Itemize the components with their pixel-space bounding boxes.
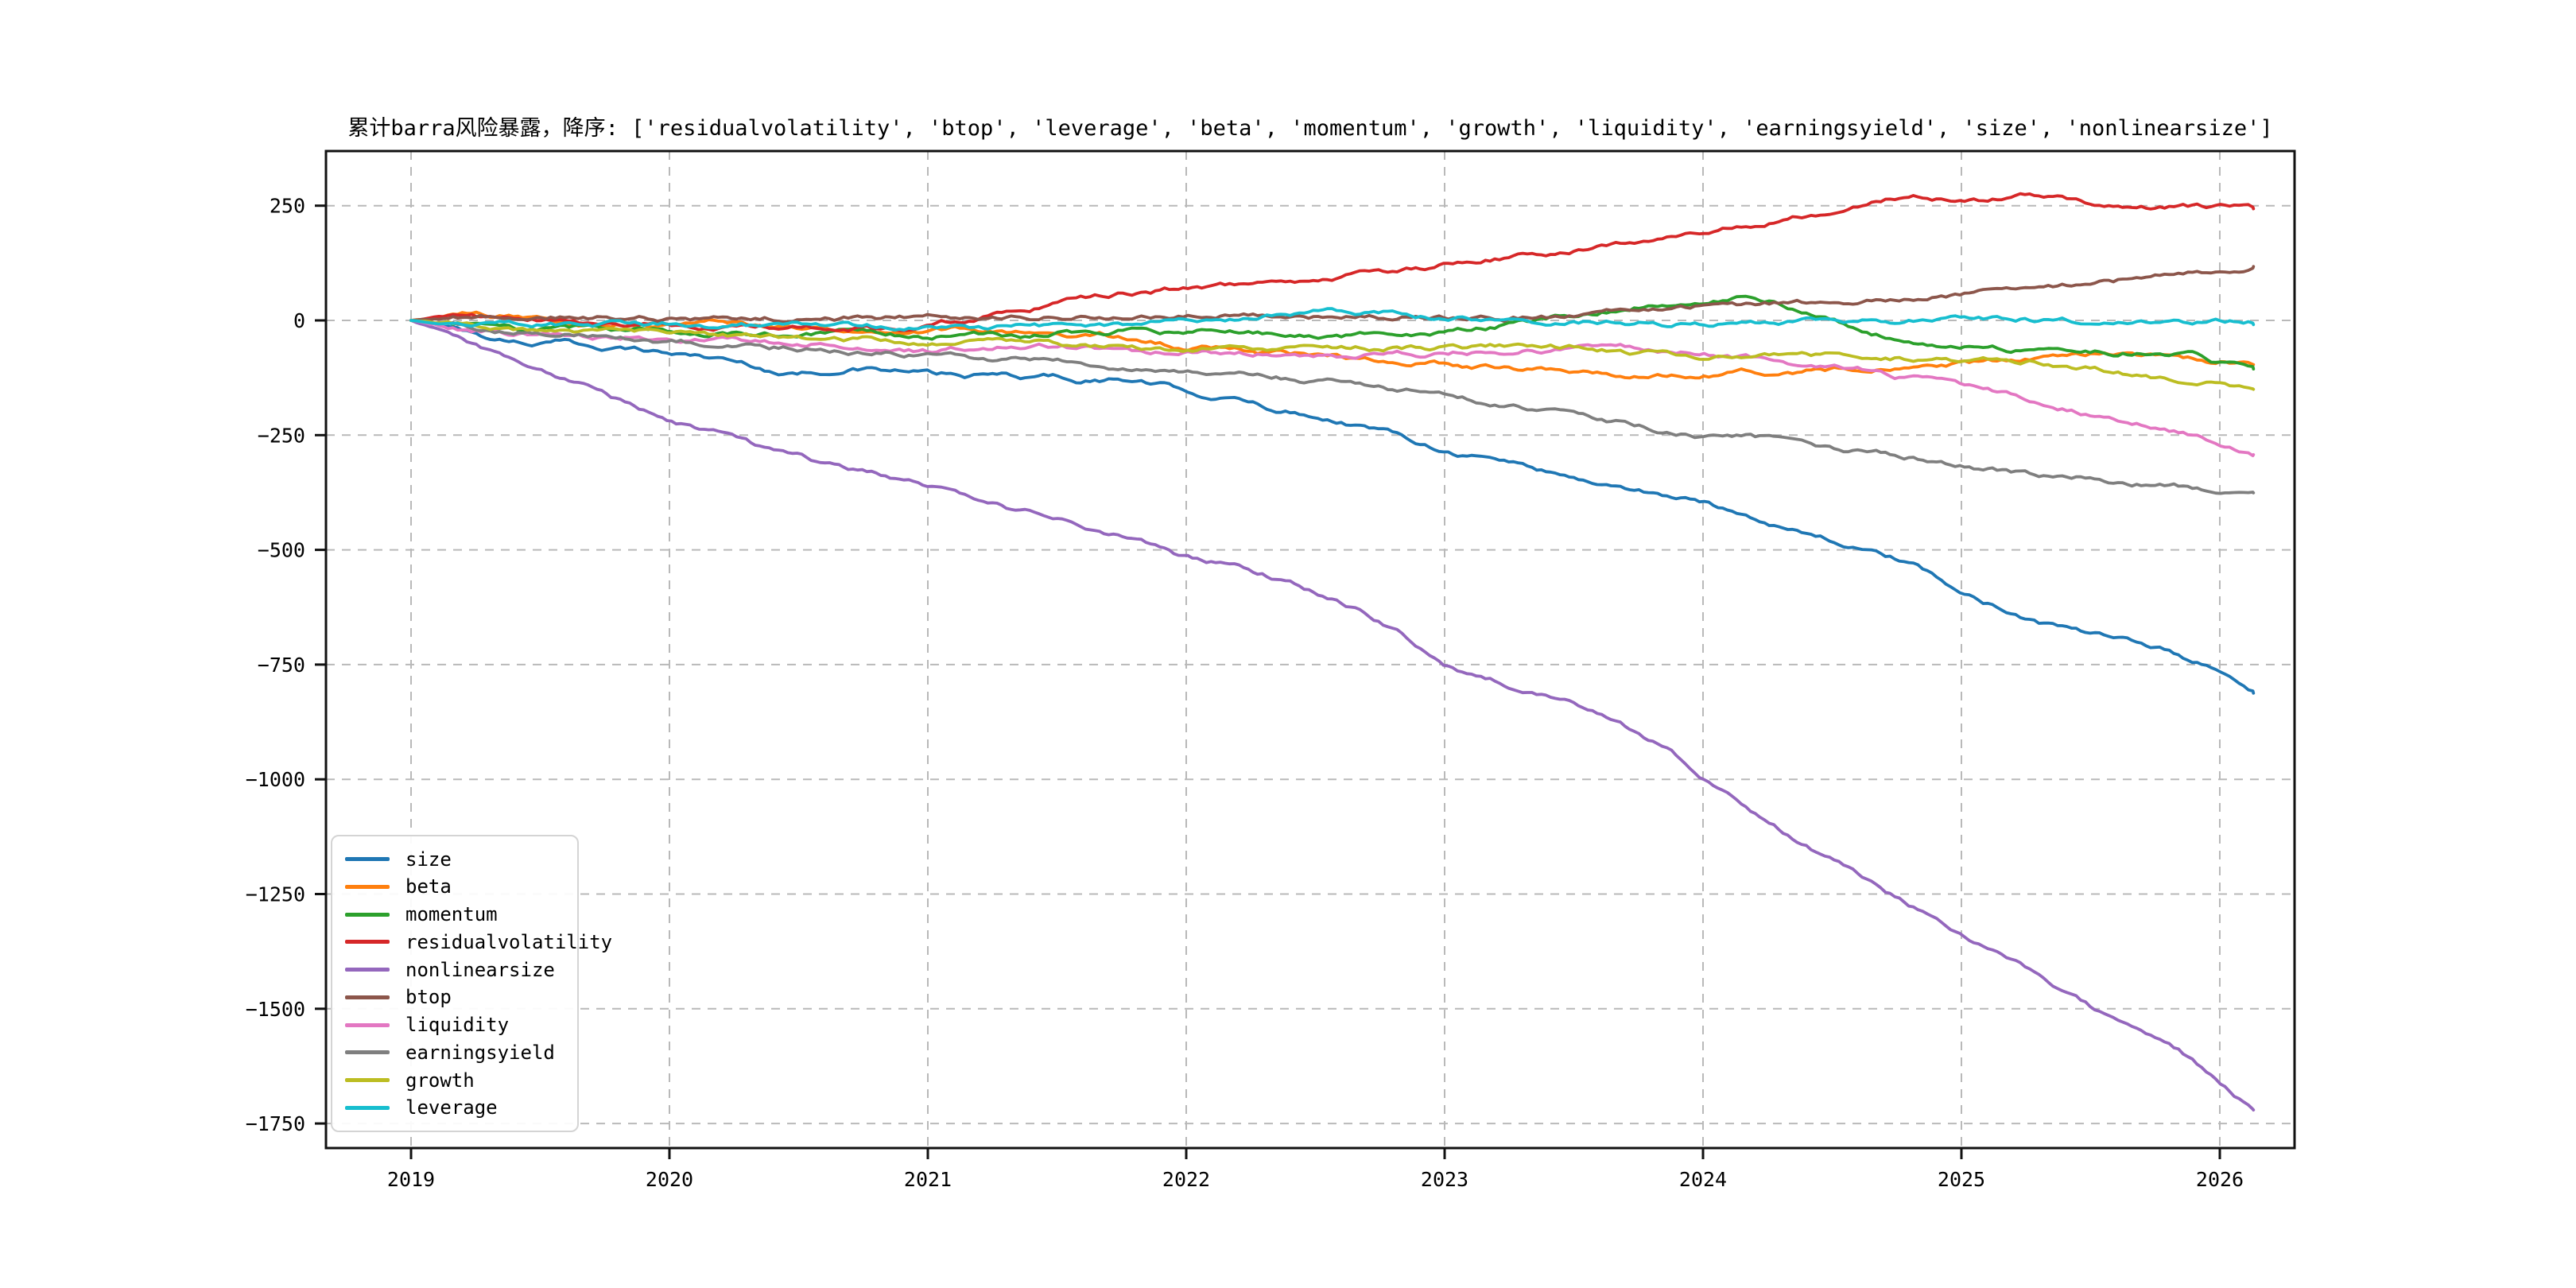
legend-label: btop <box>405 986 452 1009</box>
x-tick-label: 2024 <box>1679 1168 1727 1191</box>
x-tick-label: 2026 <box>2196 1168 2244 1191</box>
legend-item-momentum: momentum <box>345 902 564 928</box>
series-line-momentum <box>409 294 2256 370</box>
legend-item-btop: btop <box>345 984 564 1011</box>
series-line-size <box>409 319 2256 695</box>
legend-box: size beta momentum residualvolatility nonlin… <box>331 835 612 1132</box>
series-line-residualvolatility <box>409 192 2256 333</box>
legend-swatch <box>345 968 390 972</box>
chart-title: 累计barra风险暴露，降序: ['residualvolatility', '… <box>347 116 2272 141</box>
legend-item-size: size <box>345 846 564 872</box>
legend-label: earningsyield <box>405 1041 555 1064</box>
legend-label: momentum <box>405 903 498 926</box>
series-line-earningsyield <box>409 319 2256 495</box>
legend-swatch <box>345 912 390 917</box>
legend-item-growth: growth <box>345 1067 564 1093</box>
y-tick-label: −750 <box>258 654 305 677</box>
legend-swatch <box>345 1078 390 1083</box>
x-tick-label: 2023 <box>1421 1168 1468 1191</box>
series-line-beta <box>409 310 2256 380</box>
x-tick-label: 2025 <box>1938 1168 1985 1191</box>
x-tick-label: 2020 <box>646 1168 693 1191</box>
legend-label: growth <box>405 1069 475 1092</box>
y-tick-label: −1750 <box>246 1112 305 1135</box>
series-line-growth <box>409 319 2256 391</box>
y-tick-label: −1250 <box>246 883 305 906</box>
plot-border <box>324 149 2296 1150</box>
y-tick-label: −1500 <box>246 998 305 1021</box>
legend-item-beta: beta <box>345 874 564 900</box>
legend-item-earningsyield: earningsyield <box>345 1039 564 1065</box>
legend-swatch <box>345 884 390 889</box>
series-lines <box>409 192 2256 1111</box>
legend-item-liquidity: liquidity <box>345 1012 564 1038</box>
axis-ticks: 2019 2020 2021 2022 2023 2024 2025 2026 250 0 −250… <box>246 195 2244 1191</box>
legend-swatch <box>345 1022 390 1027</box>
legend-swatch <box>345 1105 390 1110</box>
legend-swatch <box>345 995 390 999</box>
x-tick-label: 2021 <box>904 1168 952 1191</box>
legend-item-leverage: leverage <box>345 1095 564 1121</box>
x-tick-label: 2019 <box>387 1168 435 1191</box>
series-line-liquidity <box>409 319 2256 457</box>
legend-swatch <box>345 857 390 861</box>
legend-label: nonlinearsize <box>405 958 555 981</box>
x-tick-label: 2022 <box>1162 1168 1210 1191</box>
legend-label: liquidity <box>405 1014 510 1037</box>
y-tick-label: −500 <box>258 539 305 562</box>
y-tick-label: −250 <box>258 424 305 447</box>
legend-label: size <box>405 848 452 871</box>
legend-label: residualvolatility <box>405 930 613 953</box>
legend-item-residualvolatility: residualvolatility <box>345 929 612 955</box>
legend-label: beta <box>405 875 452 898</box>
series-line-leverage <box>409 307 2256 332</box>
y-tick-label: 250 <box>270 195 305 218</box>
grid-layer <box>326 151 2295 1148</box>
legend-swatch <box>345 940 390 945</box>
series-line-btop <box>409 265 2256 324</box>
legend-swatch <box>345 1050 390 1055</box>
y-tick-label: 0 <box>293 309 305 332</box>
legend-label: leverage <box>405 1096 498 1119</box>
series-line-nonlinearsize <box>409 319 2256 1111</box>
legend-item-nonlinearsize: nonlinearsize <box>345 956 564 983</box>
y-tick-label: −1000 <box>246 768 305 791</box>
